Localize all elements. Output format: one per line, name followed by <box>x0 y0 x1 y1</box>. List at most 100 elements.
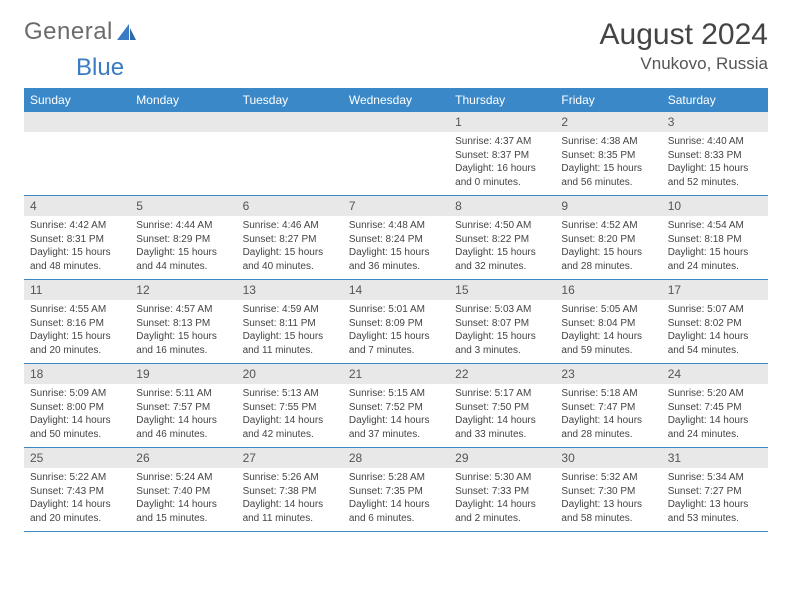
day-detail: Sunrise: 5:11 AM Sunset: 7:57 PM Dayligh… <box>130 384 236 447</box>
day-number: 19 <box>130 364 236 384</box>
day-number <box>237 112 343 132</box>
day-detail: Sunrise: 5:32 AM Sunset: 7:30 PM Dayligh… <box>555 468 661 531</box>
weekday-header: Sunday Monday Tuesday Wednesday Thursday… <box>24 88 768 112</box>
week-row: 123Sunrise: 4:37 AM Sunset: 8:37 PM Dayl… <box>24 112 768 196</box>
title-block: August 2024 Vnukovo, Russia <box>600 18 768 74</box>
day-detail: Sunrise: 5:05 AM Sunset: 8:04 PM Dayligh… <box>555 300 661 363</box>
day-detail: Sunrise: 5:13 AM Sunset: 7:55 PM Dayligh… <box>237 384 343 447</box>
day-text-row: Sunrise: 5:22 AM Sunset: 7:43 PM Dayligh… <box>24 468 768 531</box>
day-number: 24 <box>662 364 768 384</box>
day-detail: Sunrise: 4:57 AM Sunset: 8:13 PM Dayligh… <box>130 300 236 363</box>
day-detail: Sunrise: 5:24 AM Sunset: 7:40 PM Dayligh… <box>130 468 236 531</box>
day-number-row: 18192021222324 <box>24 364 768 384</box>
day-detail: Sunrise: 5:01 AM Sunset: 8:09 PM Dayligh… <box>343 300 449 363</box>
day-detail: Sunrise: 4:44 AM Sunset: 8:29 PM Dayligh… <box>130 216 236 279</box>
day-detail: Sunrise: 5:17 AM Sunset: 7:50 PM Dayligh… <box>449 384 555 447</box>
day-detail: Sunrise: 5:34 AM Sunset: 7:27 PM Dayligh… <box>662 468 768 531</box>
day-text-row: Sunrise: 4:55 AM Sunset: 8:16 PM Dayligh… <box>24 300 768 363</box>
day-detail: Sunrise: 4:42 AM Sunset: 8:31 PM Dayligh… <box>24 216 130 279</box>
day-number: 16 <box>555 280 661 300</box>
day-detail: Sunrise: 5:30 AM Sunset: 7:33 PM Dayligh… <box>449 468 555 531</box>
day-detail: Sunrise: 4:37 AM Sunset: 8:37 PM Dayligh… <box>449 132 555 195</box>
day-number: 27 <box>237 448 343 468</box>
day-detail: Sunrise: 5:22 AM Sunset: 7:43 PM Dayligh… <box>24 468 130 531</box>
weekday-fri: Friday <box>555 88 661 112</box>
day-number: 17 <box>662 280 768 300</box>
logo-sail-icon <box>115 22 137 42</box>
day-detail <box>237 132 343 195</box>
weekday-tue: Tuesday <box>237 88 343 112</box>
day-detail: Sunrise: 4:38 AM Sunset: 8:35 PM Dayligh… <box>555 132 661 195</box>
day-number: 31 <box>662 448 768 468</box>
day-number <box>130 112 236 132</box>
day-detail <box>24 132 130 195</box>
day-number: 18 <box>24 364 130 384</box>
day-detail: Sunrise: 5:03 AM Sunset: 8:07 PM Dayligh… <box>449 300 555 363</box>
day-number: 15 <box>449 280 555 300</box>
day-detail: Sunrise: 5:15 AM Sunset: 7:52 PM Dayligh… <box>343 384 449 447</box>
logo: General <box>24 18 137 46</box>
day-number-row: 25262728293031 <box>24 448 768 468</box>
weeks-container: 123Sunrise: 4:37 AM Sunset: 8:37 PM Dayl… <box>24 112 768 532</box>
day-number: 28 <box>343 448 449 468</box>
weekday-sun: Sunday <box>24 88 130 112</box>
day-detail: Sunrise: 4:48 AM Sunset: 8:24 PM Dayligh… <box>343 216 449 279</box>
header: General August 2024 Vnukovo, Russia <box>24 18 768 74</box>
day-number <box>343 112 449 132</box>
day-number: 14 <box>343 280 449 300</box>
logo-word1: General <box>24 18 113 46</box>
day-number-row: 45678910 <box>24 196 768 216</box>
day-number: 20 <box>237 364 343 384</box>
day-number: 4 <box>24 196 130 216</box>
day-number: 23 <box>555 364 661 384</box>
day-detail: Sunrise: 4:52 AM Sunset: 8:20 PM Dayligh… <box>555 216 661 279</box>
day-detail: Sunrise: 5:28 AM Sunset: 7:35 PM Dayligh… <box>343 468 449 531</box>
day-number: 29 <box>449 448 555 468</box>
day-detail: Sunrise: 5:18 AM Sunset: 7:47 PM Dayligh… <box>555 384 661 447</box>
day-number: 1 <box>449 112 555 132</box>
day-number: 11 <box>24 280 130 300</box>
day-number: 8 <box>449 196 555 216</box>
day-number-row: 11121314151617 <box>24 280 768 300</box>
day-detail <box>130 132 236 195</box>
day-detail: Sunrise: 4:40 AM Sunset: 8:33 PM Dayligh… <box>662 132 768 195</box>
logo-word2: Blue <box>76 54 124 81</box>
day-detail: Sunrise: 4:50 AM Sunset: 8:22 PM Dayligh… <box>449 216 555 279</box>
day-number: 10 <box>662 196 768 216</box>
day-detail: Sunrise: 5:09 AM Sunset: 8:00 PM Dayligh… <box>24 384 130 447</box>
day-number <box>24 112 130 132</box>
day-number: 25 <box>24 448 130 468</box>
day-detail: Sunrise: 4:55 AM Sunset: 8:16 PM Dayligh… <box>24 300 130 363</box>
day-number: 21 <box>343 364 449 384</box>
day-detail: Sunrise: 5:07 AM Sunset: 8:02 PM Dayligh… <box>662 300 768 363</box>
week-row: 18192021222324Sunrise: 5:09 AM Sunset: 8… <box>24 364 768 448</box>
day-number: 26 <box>130 448 236 468</box>
day-detail <box>343 132 449 195</box>
day-number: 5 <box>130 196 236 216</box>
title-month: August 2024 <box>600 18 768 52</box>
day-detail: Sunrise: 5:20 AM Sunset: 7:45 PM Dayligh… <box>662 384 768 447</box>
title-location: Vnukovo, Russia <box>600 54 768 74</box>
day-number: 9 <box>555 196 661 216</box>
weekday-mon: Monday <box>130 88 236 112</box>
day-number-row: 123 <box>24 112 768 132</box>
weekday-sat: Saturday <box>662 88 768 112</box>
calendar: Sunday Monday Tuesday Wednesday Thursday… <box>24 88 768 532</box>
week-row: 25262728293031Sunrise: 5:22 AM Sunset: 7… <box>24 448 768 532</box>
day-detail: Sunrise: 5:26 AM Sunset: 7:38 PM Dayligh… <box>237 468 343 531</box>
day-number: 22 <box>449 364 555 384</box>
week-row: 45678910Sunrise: 4:42 AM Sunset: 8:31 PM… <box>24 196 768 280</box>
day-number: 7 <box>343 196 449 216</box>
weekday-thu: Thursday <box>449 88 555 112</box>
day-detail: Sunrise: 4:46 AM Sunset: 8:27 PM Dayligh… <box>237 216 343 279</box>
day-number: 12 <box>130 280 236 300</box>
day-text-row: Sunrise: 5:09 AM Sunset: 8:00 PM Dayligh… <box>24 384 768 447</box>
day-detail: Sunrise: 4:59 AM Sunset: 8:11 PM Dayligh… <box>237 300 343 363</box>
day-number: 30 <box>555 448 661 468</box>
day-text-row: Sunrise: 4:42 AM Sunset: 8:31 PM Dayligh… <box>24 216 768 279</box>
day-number: 3 <box>662 112 768 132</box>
day-number: 6 <box>237 196 343 216</box>
weekday-wed: Wednesday <box>343 88 449 112</box>
day-detail: Sunrise: 4:54 AM Sunset: 8:18 PM Dayligh… <box>662 216 768 279</box>
day-number: 13 <box>237 280 343 300</box>
